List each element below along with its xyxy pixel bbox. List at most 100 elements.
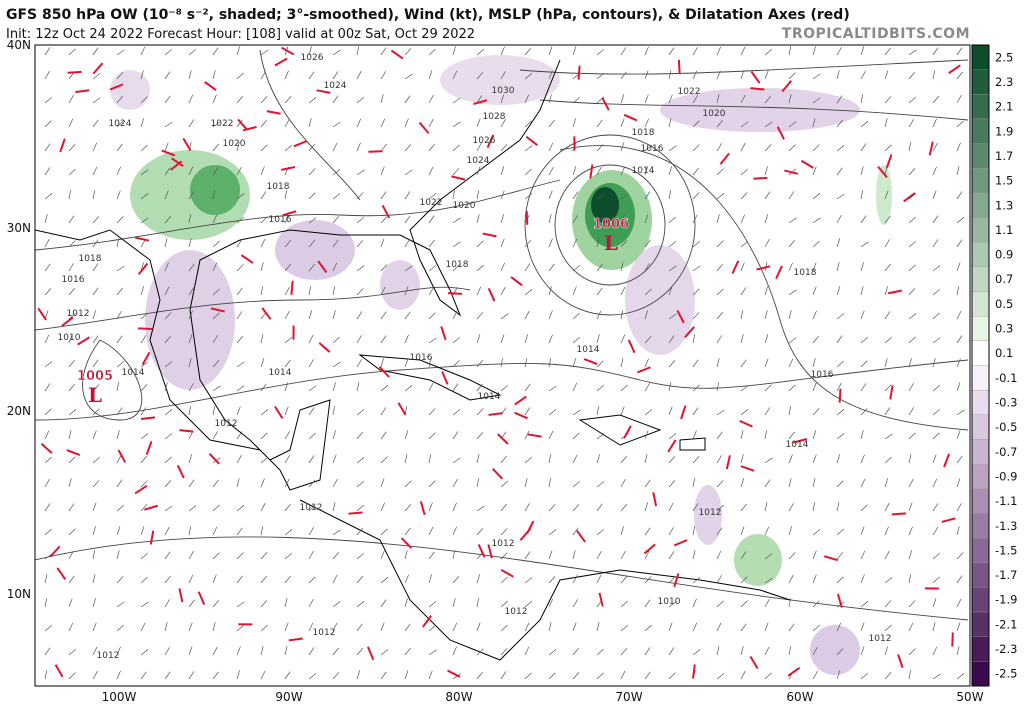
wind-barb <box>332 336 340 344</box>
wind-barb <box>668 601 677 608</box>
contour-label: 1016 <box>811 370 834 380</box>
wind-barb <box>860 190 864 200</box>
colorbar-label: -1.9 <box>995 593 1017 607</box>
wind-barb <box>428 670 433 680</box>
wind-barb <box>428 312 436 320</box>
wind-barb <box>620 648 628 656</box>
wind-barb <box>956 47 963 56</box>
contour-label: 1016 <box>410 353 433 363</box>
wind-barb <box>284 118 290 128</box>
dilatation-axis <box>77 336 91 346</box>
wind-barb <box>620 624 629 632</box>
contour-label: 1014 <box>577 345 600 355</box>
wind-barb <box>524 120 532 128</box>
wind-barb <box>644 46 649 56</box>
wind-barb <box>740 240 749 248</box>
wind-barb <box>380 407 387 416</box>
wind-barb <box>500 334 505 344</box>
dilatation-axis <box>753 176 768 180</box>
wind-barb <box>500 190 505 200</box>
wind-barb <box>908 648 916 656</box>
wind-barb <box>212 240 220 248</box>
wind-barb <box>956 358 961 368</box>
wind-barb <box>212 70 216 80</box>
wind-barb <box>740 214 745 224</box>
wind-barb <box>596 48 605 56</box>
wind-barb <box>788 191 795 200</box>
colorbar-cell <box>971 365 990 391</box>
wind-barb <box>884 286 889 296</box>
wind-barb <box>92 598 96 608</box>
dilatation-axis <box>488 412 503 416</box>
wind-barb <box>884 239 890 248</box>
wind-barb <box>308 239 315 248</box>
wind-barb <box>476 454 480 464</box>
wind-barb <box>500 576 508 584</box>
wind-barb <box>740 262 745 272</box>
dilatation-axis <box>731 260 740 274</box>
wind-barb <box>596 481 605 488</box>
wind-barb <box>476 118 481 128</box>
dilatation-axis <box>627 339 636 354</box>
wind-barb <box>500 238 505 248</box>
wind-barb <box>44 598 48 608</box>
wind-barb <box>764 238 770 248</box>
wind-barb <box>836 433 845 440</box>
wind-barb <box>572 672 580 680</box>
wind-barb <box>284 214 290 224</box>
wind-barb <box>836 145 845 152</box>
wind-barb <box>788 121 797 128</box>
wind-barb <box>692 95 698 104</box>
dilatation-axis <box>800 159 814 169</box>
wind-barb <box>932 337 941 344</box>
wind-barb <box>668 216 676 224</box>
wind-barb <box>236 193 245 200</box>
wind-barb <box>812 574 817 584</box>
dilatation-axis <box>691 664 696 679</box>
wind-barb <box>860 286 864 296</box>
wind-barb <box>668 622 673 632</box>
wind-barb <box>812 118 816 128</box>
dilatation-axis <box>598 592 604 607</box>
colorbar-cell <box>971 587 990 613</box>
wind-barb <box>308 385 317 392</box>
wind-barb <box>908 96 917 104</box>
wind-barb <box>164 335 171 344</box>
wind-barb <box>308 673 317 680</box>
wind-barb <box>380 358 384 368</box>
wind-barb <box>284 382 289 392</box>
wind-barb <box>764 48 773 56</box>
wind-barb <box>548 649 557 656</box>
wind-barb <box>404 598 408 608</box>
colorbar-cell <box>971 242 990 268</box>
wind-barb <box>572 409 581 416</box>
wind-barb <box>524 577 533 584</box>
dilatation-axis <box>138 327 153 330</box>
wind-barb <box>188 166 194 176</box>
wind-barb <box>452 646 457 656</box>
wind-barb <box>668 70 672 80</box>
wind-barb <box>116 601 125 608</box>
wind-barb <box>860 550 866 560</box>
wind-barb <box>716 622 722 632</box>
contour-label: 1018 <box>267 182 290 192</box>
wind-barb <box>812 624 821 632</box>
wind-barb <box>428 601 437 608</box>
wind-barb <box>860 383 867 392</box>
wind-barb <box>236 406 241 416</box>
dilatation-axis <box>178 588 184 603</box>
wind-barb <box>932 358 936 368</box>
dilatation-axes <box>37 46 961 679</box>
wind-barb <box>164 167 171 176</box>
wind-barb <box>380 94 384 104</box>
wind-barb <box>692 192 700 200</box>
wind-barb <box>716 455 722 464</box>
wind-barb <box>596 216 604 224</box>
wind-barb <box>932 527 939 536</box>
wind-barb <box>548 190 553 200</box>
wind-barb <box>428 382 434 392</box>
wind-barb <box>164 312 172 320</box>
wind-barb <box>164 49 173 56</box>
dilatation-axis <box>784 169 799 175</box>
wind-barb <box>932 239 939 248</box>
